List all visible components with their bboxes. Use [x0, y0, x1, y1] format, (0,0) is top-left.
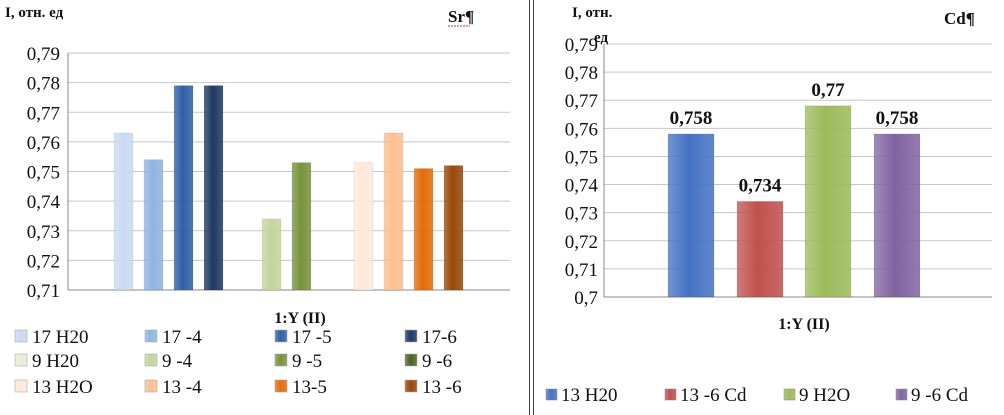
- y-tick-label: 0,77: [565, 91, 598, 112]
- bar-17-6: [203, 85, 224, 291]
- bar-17-4: [143, 159, 164, 291]
- y-axis-title: I, отн.: [572, 5, 613, 21]
- y-tick-label: 0,75: [27, 163, 60, 184]
- legend-label: 17 H20: [32, 327, 88, 348]
- legend-swatch: [404, 329, 418, 343]
- bar-9-4: [261, 218, 282, 291]
- y-tick-label: 0,77: [27, 103, 60, 124]
- legend-label: 9 -6: [422, 351, 452, 372]
- bar-13h2o: [353, 162, 374, 291]
- y-tick-label: 0,71: [565, 260, 598, 281]
- y-tick-label: 0,73: [565, 204, 598, 225]
- legend-swatch: [274, 329, 288, 343]
- y-axis-title: I, отн. ед: [5, 5, 64, 21]
- y-tick-label: 0,79: [27, 44, 60, 65]
- legend-swatch: [404, 353, 418, 367]
- x-axis-title: 1:Y (II): [274, 310, 325, 327]
- sr-chart: 0,71 0,72 0,73 0,74 0,75 0,76 0,77 0,78 0,79 I, о…: [5, 5, 510, 398]
- legend-swatch: [144, 353, 158, 367]
- data-label: 0,758: [670, 108, 713, 129]
- y-tick-label: 0,79: [565, 35, 598, 56]
- legend-swatch: [664, 388, 677, 401]
- cd-chart: 0,7 0,71 0,72 0,73 0,74 0,75 0,76 0,77 0,78 0,79 0…: [545, 5, 992, 406]
- y-tick-label: 0,72: [27, 251, 60, 272]
- y-tick-label: 0,78: [27, 74, 60, 95]
- legend-swatch: [895, 388, 908, 401]
- legend-label: 9 -5: [292, 351, 322, 372]
- y-tick-label: 0,74: [27, 192, 61, 213]
- legend-swatch: [545, 388, 558, 401]
- legend-label: 17 -5: [292, 327, 332, 348]
- legend-swatch: [14, 353, 28, 367]
- y-axis-title-cont: ед: [594, 30, 608, 46]
- bar-17-5: [173, 85, 194, 291]
- data-label: 0,758: [876, 108, 919, 129]
- legend-label: 9 -4: [162, 351, 193, 372]
- legend-label: 17-6: [422, 327, 457, 348]
- legend-swatch: [144, 329, 158, 343]
- bar-13-5: [413, 168, 434, 291]
- panel-label: Sr¶: [448, 7, 474, 26]
- bar-17h20: [113, 132, 134, 291]
- bar-9-6cd: [873, 133, 921, 298]
- legend-swatch: [274, 353, 288, 367]
- y-tick-label: 0,71: [27, 281, 60, 302]
- legend-label: 13 H20: [561, 385, 617, 406]
- panel-divider-right: [533, 0, 534, 415]
- legend-label: 9 H20: [32, 351, 79, 372]
- legend-swatch: [14, 379, 28, 393]
- legend-label: 13 -6: [422, 377, 462, 398]
- legend-label: 13-5: [292, 377, 327, 398]
- x-axis-title: 1:Y (II): [778, 316, 829, 333]
- bar-9h2o: [804, 105, 852, 298]
- y-tick-label: 0,75: [565, 147, 598, 168]
- legend-swatch: [783, 388, 796, 401]
- data-label: 0,77: [811, 80, 845, 101]
- legend-label: 9 H2O: [799, 385, 850, 406]
- y-tick-label: 0,76: [565, 119, 598, 140]
- legend-swatch: [274, 379, 288, 393]
- panel-divider-left: [529, 0, 530, 415]
- bar-13-4: [383, 132, 404, 291]
- bar-13h20: [667, 133, 715, 298]
- data-label: 0,734: [739, 175, 782, 196]
- y-tick-label: 0,76: [27, 133, 60, 154]
- y-tick-label: 0,74: [565, 176, 599, 197]
- legend-label: 13 H2O: [32, 377, 93, 398]
- y-tick-label: 0,73: [27, 222, 60, 243]
- y-tick-label: 0,78: [565, 63, 598, 84]
- legend-swatch: [14, 329, 28, 343]
- bar-9-5: [291, 162, 312, 291]
- legend-swatch: [404, 379, 418, 393]
- y-tick-label: 0,72: [565, 232, 598, 253]
- panel-label: Cd¶: [944, 9, 975, 28]
- legend-swatch: [144, 379, 158, 393]
- legend-label: 17 -4: [162, 327, 202, 348]
- bar-13-6: [443, 165, 464, 291]
- legend-label: 9 -6 Cd: [911, 385, 969, 406]
- legend-label: 13 -6 Cd: [680, 385, 747, 406]
- legend-label: 13 -4: [162, 377, 202, 398]
- bar-13-6cd: [736, 201, 784, 298]
- y-tick-label: 0,7: [574, 288, 598, 309]
